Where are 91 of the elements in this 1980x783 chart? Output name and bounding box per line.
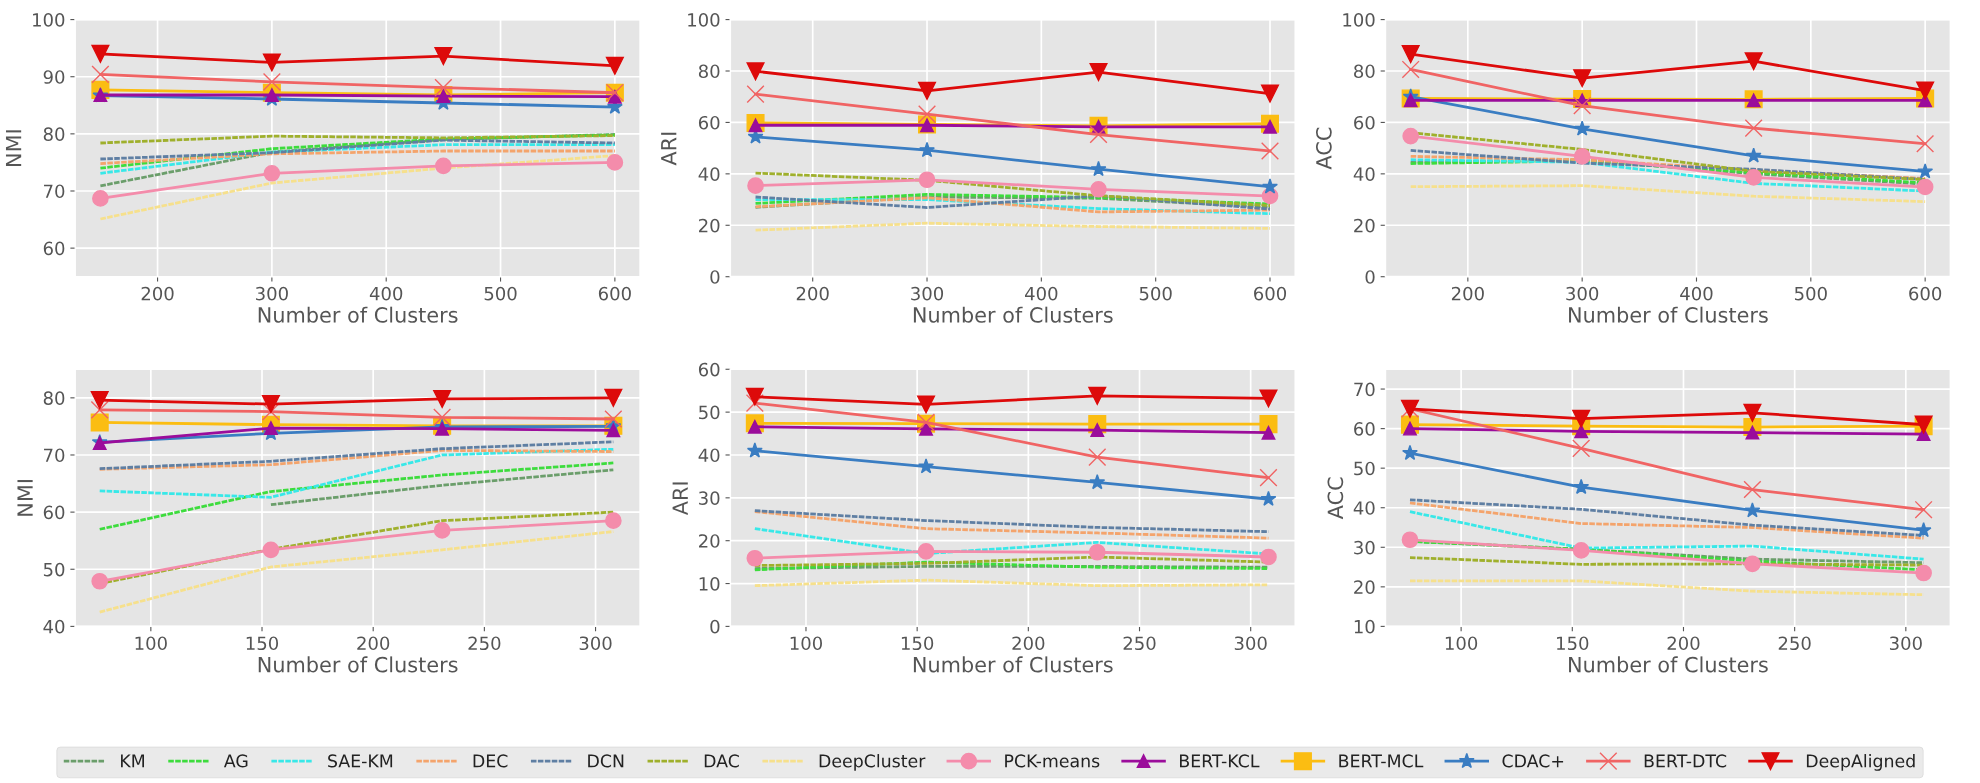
- y-tick-label: 60: [43, 241, 65, 256]
- y-axis-title: NMI: [17, 480, 33, 516]
- x-tick-label: 100: [135, 636, 167, 651]
- y-tick-label: 50: [43, 562, 65, 577]
- y-tick-label: 60: [43, 505, 65, 520]
- y-tick-label: 40: [1353, 167, 1375, 181]
- y-tick-label: 50: [1354, 461, 1375, 476]
- x-tick-label: 200: [141, 286, 174, 301]
- x-tick-label: 150: [1557, 636, 1589, 651]
- x-tick-label: 250: [1123, 636, 1156, 651]
- x-tick-label: 150: [246, 636, 279, 651]
- y-axis-title: ARI: [661, 132, 677, 166]
- x-tick-label: 400: [1025, 286, 1058, 301]
- y-tick-label: 100: [1343, 13, 1375, 27]
- y-tick-label: 10: [699, 577, 720, 591]
- y-tick-label: 60: [698, 115, 720, 130]
- y-tick-label: 70: [1354, 382, 1375, 397]
- y-tick-label: 40: [43, 619, 65, 634]
- x-tick-label: 600: [1254, 286, 1287, 301]
- x-tick-label: 200: [1451, 286, 1484, 301]
- legend-label: DeepCluster: [819, 754, 926, 771]
- y-tick-label: 50: [699, 405, 720, 420]
- legend-label: BERT-KCL: [1180, 754, 1260, 768]
- y-tick-label: 40: [698, 167, 720, 181]
- y-tick-label: 60: [698, 362, 720, 377]
- y-tick-label: 10: [1354, 619, 1375, 634]
- x-tick-label: 500: [484, 286, 517, 301]
- x-tick-label: 600: [598, 286, 631, 301]
- y-tick-label: 30: [699, 491, 720, 505]
- x-tick-label: 150: [901, 636, 934, 651]
- y-tick-label: 20: [1354, 580, 1375, 594]
- legend-label: CDAC+: [1502, 754, 1564, 768]
- x-axis-title: Number of Clusters: [1569, 306, 1768, 323]
- y-tick-label: 20: [699, 534, 720, 548]
- x-tick-label: 300: [256, 286, 288, 301]
- y-tick-label: 100: [33, 13, 65, 27]
- legend-label: DAC: [704, 754, 739, 768]
- y-tick-label: 60: [1354, 115, 1375, 130]
- x-tick-label: 250: [468, 636, 501, 651]
- x-tick-label: 300: [579, 636, 612, 651]
- y-tick-label: 40: [1353, 501, 1375, 515]
- x-tick-label: 300: [911, 286, 944, 301]
- legend-label: DCN: [588, 754, 624, 768]
- x-tick-label: 200: [357, 636, 390, 651]
- x-tick-label: 300: [1566, 286, 1599, 301]
- x-tick-label: 100: [1445, 636, 1478, 651]
- legend-label: KM: [121, 754, 144, 768]
- legend-label: BERT-DTC: [1644, 754, 1727, 768]
- y-axis-title: ACC: [1315, 127, 1332, 170]
- x-tick-label: 600: [1909, 286, 1942, 301]
- y-tick-label: 80: [43, 391, 65, 405]
- y-axis-title: ACC: [1327, 477, 1344, 520]
- x-axis-title: Number of Clusters: [913, 306, 1113, 323]
- x-tick-label: 200: [796, 286, 829, 301]
- legend-label: BERT-MCL: [1339, 754, 1424, 768]
- y-tick-label: 60: [1354, 422, 1375, 436]
- y-tick-label: 70: [44, 184, 65, 199]
- x-tick-label: 400: [1680, 286, 1713, 301]
- legend-label: PCK-means: [1005, 754, 1100, 768]
- x-axis-title: Number of Clusters: [913, 656, 1113, 673]
- y-tick-label: 70: [44, 448, 65, 463]
- y-tick-label: 90: [43, 70, 65, 84]
- x-tick-label: 200: [1667, 636, 1700, 651]
- x-tick-label: 400: [369, 286, 403, 301]
- y-tick-label: 0: [1365, 270, 1375, 284]
- x-tick-label: 300: [1234, 636, 1267, 651]
- y-tick-label: 100: [688, 13, 720, 27]
- x-tick-label: 500: [1139, 286, 1172, 301]
- x-axis-title: Number of Clusters: [1569, 656, 1768, 673]
- legend-label: DEC: [473, 754, 508, 768]
- y-tick-label: 80: [1354, 64, 1375, 79]
- x-axis-title: Number of Clusters: [258, 656, 458, 673]
- y-tick-label: 0: [710, 619, 720, 634]
- y-tick-label: 20: [699, 218, 720, 233]
- y-tick-label: 20: [1354, 218, 1375, 233]
- x-tick-label: 250: [1778, 636, 1811, 651]
- legend-label: DeepAligned: [1806, 754, 1915, 771]
- x-axis-title: Number of Clusters: [258, 306, 458, 323]
- y-tick-label: 30: [1354, 540, 1375, 555]
- legend-label: SAE-KM: [328, 754, 393, 768]
- y-tick-label: 80: [43, 127, 65, 141]
- y-tick-label: 0: [710, 270, 720, 284]
- x-tick-label: 500: [1794, 286, 1827, 301]
- y-tick-label: 80: [698, 64, 720, 79]
- y-axis-title: NMI: [5, 130, 22, 166]
- y-axis-title: ARI: [672, 482, 688, 516]
- x-tick-label: 200: [1012, 636, 1045, 651]
- x-tick-label: 300: [1889, 636, 1922, 651]
- x-tick-label: 100: [790, 636, 823, 651]
- legend-label: AG: [223, 754, 248, 768]
- y-tick-label: 40: [698, 448, 720, 463]
